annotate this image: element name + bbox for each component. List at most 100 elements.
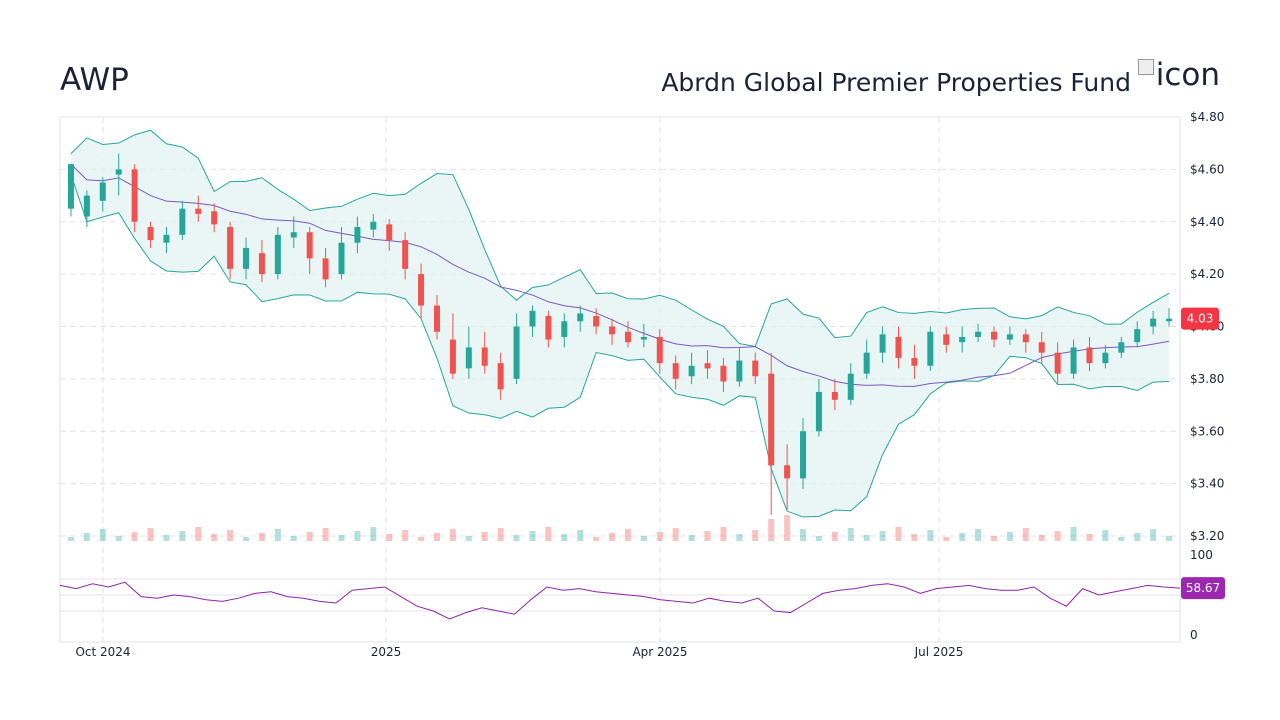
volume-bar — [656, 532, 663, 541]
rsi-tick-label: 100 — [1190, 548, 1213, 562]
candle-body — [800, 431, 807, 479]
volume-bar — [386, 534, 393, 541]
volume-bar — [274, 529, 281, 541]
candle-body — [131, 169, 138, 222]
candle-body — [1166, 318, 1173, 322]
broken-image-icon: icon — [1137, 57, 1220, 93]
moving-average — [70, 163, 1170, 387]
volume-bar — [943, 537, 950, 541]
rsi-line — [59, 581, 1181, 620]
volume-bar — [115, 536, 122, 541]
volume-bar — [227, 530, 234, 541]
price-tick-label: $3.20 — [1190, 529, 1224, 543]
candle-body — [1022, 334, 1029, 343]
time-tick-label: 2025 — [371, 645, 402, 659]
volume-bars — [67, 515, 1173, 541]
candle-body — [83, 195, 90, 217]
last-price-badge — [1181, 307, 1219, 330]
candle-body — [752, 360, 759, 377]
candle-body — [624, 331, 631, 343]
volume-bar — [513, 535, 520, 541]
last-price-label: 4.03 — [1187, 312, 1214, 326]
candle-body — [211, 211, 218, 225]
candle-body — [672, 363, 679, 379]
candle-body — [1150, 318, 1157, 327]
volume-bar — [1006, 532, 1013, 541]
candle-body — [402, 240, 409, 269]
candle-body — [656, 336, 663, 364]
candle-body — [1070, 347, 1077, 374]
candle-body — [720, 365, 727, 382]
volume-bar — [847, 528, 854, 541]
volume-bar — [672, 528, 679, 541]
candle-body — [354, 226, 361, 243]
candle-body — [243, 247, 250, 269]
price-tick-label: $3.60 — [1190, 424, 1224, 438]
volume-bar — [768, 519, 775, 541]
volume-bar — [1022, 528, 1029, 541]
volume-bar — [577, 530, 584, 541]
candle-body — [67, 164, 74, 209]
candle-body — [1134, 329, 1141, 343]
candle-body — [879, 334, 886, 353]
volume-bar — [736, 534, 743, 541]
candle-body — [640, 336, 647, 340]
candle-body — [1054, 352, 1061, 374]
volume-bar — [322, 528, 329, 541]
volume-bar — [1118, 537, 1125, 541]
volume-bar — [1054, 531, 1061, 541]
time-tick-label: Oct 2024 — [75, 645, 130, 659]
candle-body — [370, 221, 377, 230]
rsi-value-label: 58.67 — [1186, 581, 1220, 595]
grid-lines — [59, 116, 1181, 643]
candle-body — [322, 258, 329, 280]
rsi-panel — [59, 581, 1181, 620]
candle-body — [784, 465, 791, 479]
axes: $4.80$4.60$4.40$4.20$4.00$3.80$3.60$3.40… — [75, 110, 1225, 659]
volume-bar — [1070, 527, 1077, 541]
volume-bar — [1086, 534, 1093, 541]
time-tick-label: Apr 2025 — [632, 645, 687, 659]
volume-bar — [815, 536, 822, 541]
volume-bar — [529, 531, 536, 541]
volume-bar — [338, 535, 345, 541]
volume-bar — [306, 532, 313, 541]
volume-bar — [195, 527, 202, 541]
volume-bar — [593, 537, 600, 541]
moving-average-line — [70, 163, 1170, 387]
bollinger-lower — [70, 174, 1170, 518]
volume-bar — [927, 530, 934, 541]
candle-body — [449, 339, 456, 374]
volume-bar — [895, 527, 902, 541]
volume-bar — [370, 527, 377, 541]
volume-bar — [911, 534, 918, 541]
volume-bar — [784, 515, 791, 541]
bollinger-upper — [70, 129, 1170, 347]
volume-bar — [688, 535, 695, 541]
candle-body — [433, 305, 440, 332]
candle-body — [147, 226, 154, 241]
volume-bar — [211, 534, 218, 541]
candle-body — [911, 357, 918, 366]
rsi-value-badge — [1181, 577, 1225, 600]
volume-bar — [959, 533, 966, 541]
volume-bar — [497, 528, 504, 541]
candle-body — [513, 326, 520, 379]
volume-bar — [800, 529, 807, 541]
candle-body — [163, 234, 170, 243]
candle-body — [115, 169, 122, 175]
price-tick-label: $3.40 — [1190, 477, 1224, 491]
candle-body — [290, 232, 297, 238]
volume-bar — [258, 533, 265, 541]
volume-bar — [179, 531, 186, 541]
candle-body — [529, 310, 536, 327]
volume-bar — [975, 529, 982, 541]
volume-bar — [99, 529, 106, 541]
volume-bar — [831, 532, 838, 541]
candle-body — [195, 208, 202, 214]
candle-body — [1086, 347, 1093, 364]
time-tick-label: Jul 2025 — [914, 645, 964, 659]
chart-title-ticker: AWP — [60, 62, 129, 98]
rsi-tick-label: 0 — [1190, 628, 1198, 642]
